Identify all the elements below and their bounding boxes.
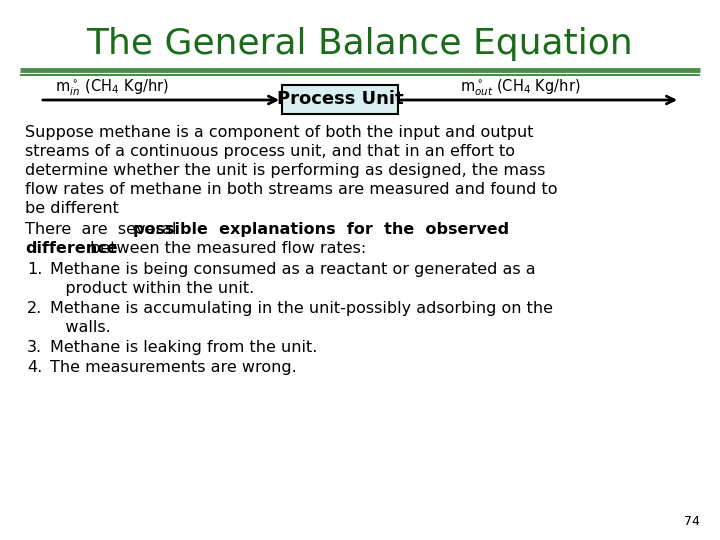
FancyBboxPatch shape — [282, 85, 398, 114]
Text: Suppose methane is a component of both the input and output: Suppose methane is a component of both t… — [25, 125, 534, 140]
Text: streams of a continuous process unit, and that in an effort to: streams of a continuous process unit, an… — [25, 144, 515, 159]
Text: Methane is being consumed as a reactant or generated as a: Methane is being consumed as a reactant … — [50, 262, 536, 277]
Text: determine whether the unit is performing as designed, the mass: determine whether the unit is performing… — [25, 163, 545, 178]
Text: 2.: 2. — [27, 301, 42, 316]
Text: product within the unit.: product within the unit. — [50, 281, 254, 296]
Text: 74: 74 — [684, 515, 700, 528]
Text: The General Balance Equation: The General Balance Equation — [86, 27, 634, 61]
Text: walls.: walls. — [50, 320, 111, 335]
Text: m$^\circ_{in}$ (CH$_4$ Kg/hr): m$^\circ_{in}$ (CH$_4$ Kg/hr) — [55, 78, 169, 98]
Text: Process Unit: Process Unit — [276, 91, 403, 109]
Text: difference: difference — [25, 241, 117, 256]
Text: flow rates of methane in both streams are measured and found to: flow rates of methane in both streams ar… — [25, 182, 557, 197]
Text: There  are  several: There are several — [25, 222, 186, 237]
Text: Methane is accumulating in the unit-possibly adsorbing on the: Methane is accumulating in the unit-poss… — [50, 301, 553, 316]
Text: be different: be different — [25, 201, 119, 216]
Text: between the measured flow rates:: between the measured flow rates: — [85, 241, 366, 256]
Text: 1.: 1. — [27, 262, 42, 277]
Text: 4.: 4. — [27, 360, 42, 375]
Text: possible  explanations  for  the  observed: possible explanations for the observed — [133, 222, 509, 237]
Text: There  are  several: There are several — [25, 222, 186, 237]
Text: Methane is leaking from the unit.: Methane is leaking from the unit. — [50, 340, 318, 355]
Text: 3.: 3. — [27, 340, 42, 355]
Text: The measurements are wrong.: The measurements are wrong. — [50, 360, 297, 375]
Text: m$^\circ_{out}$ (CH$_4$ Kg/hr): m$^\circ_{out}$ (CH$_4$ Kg/hr) — [460, 78, 580, 98]
